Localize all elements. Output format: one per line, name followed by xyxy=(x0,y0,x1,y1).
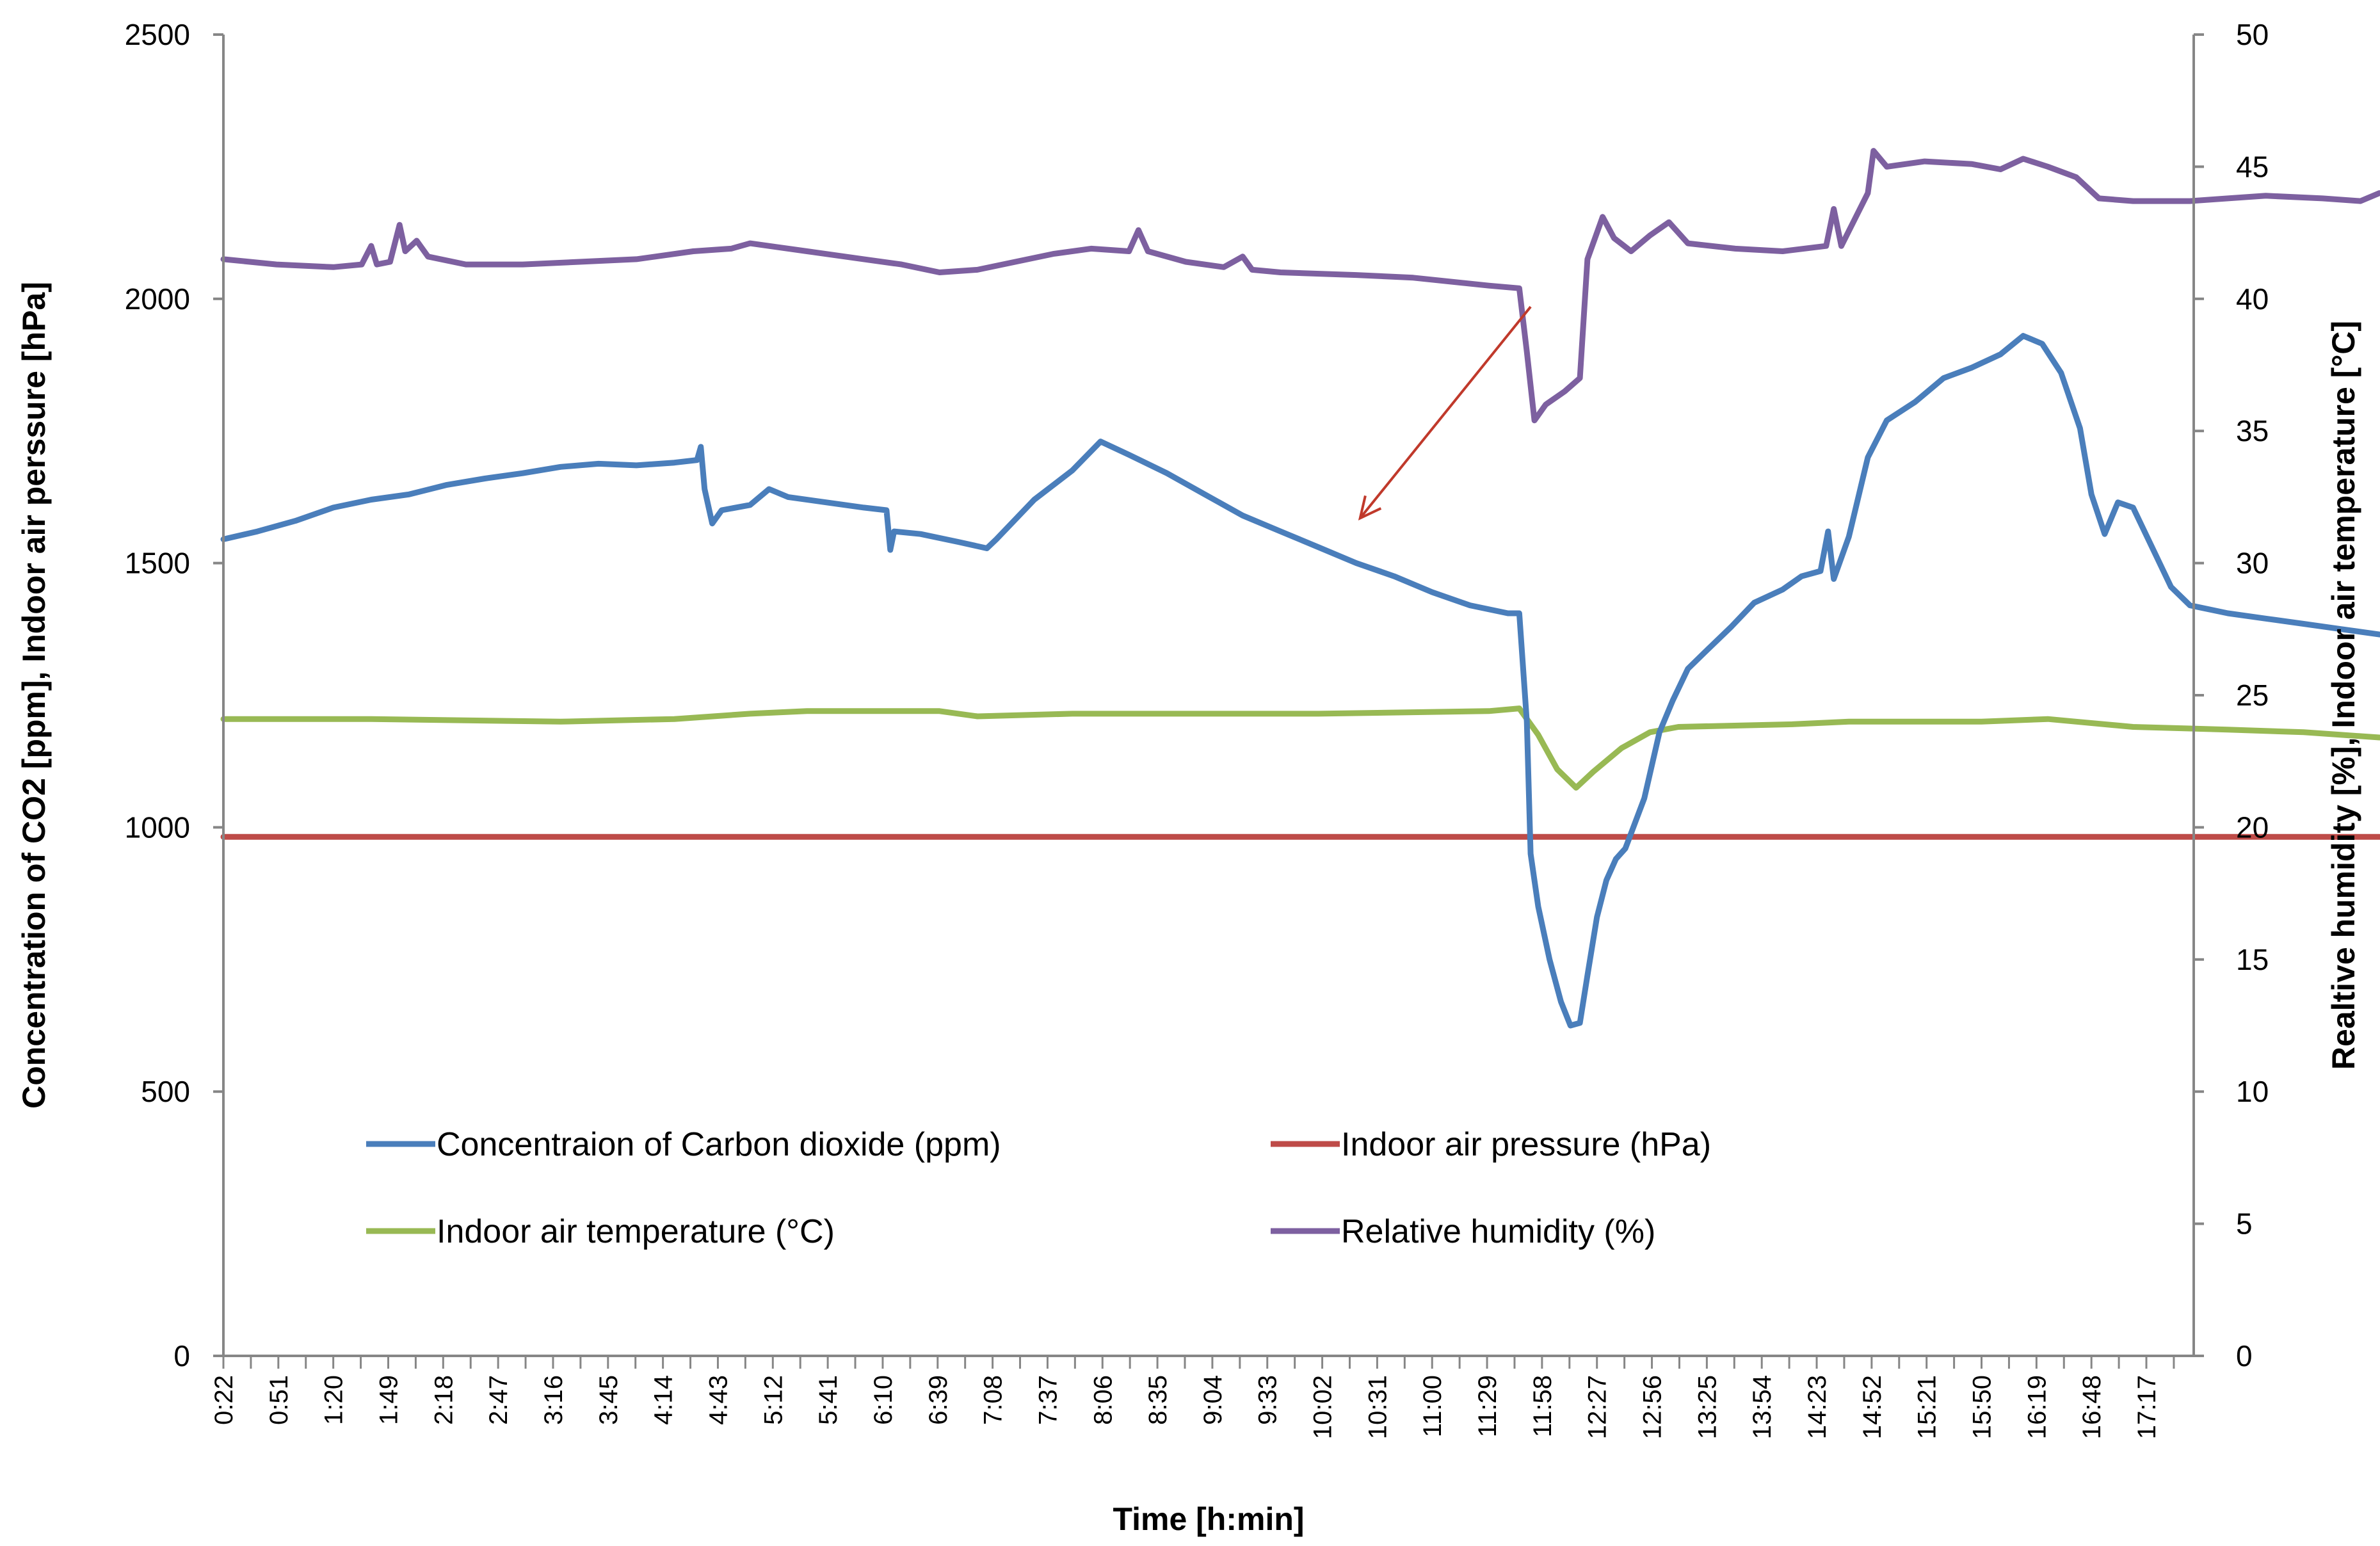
x-tick-label: 3:45 xyxy=(595,1375,623,1425)
right-y-axis-title: Realtive humidity [%], Indoor air temper… xyxy=(2326,321,2361,1070)
right-y-tick-label: 50 xyxy=(2236,18,2269,51)
x-tick-label: 5:41 xyxy=(814,1375,842,1425)
left-y-tick-label: 500 xyxy=(141,1075,190,1108)
left-y-tick-label: 1500 xyxy=(125,547,190,580)
x-axis-title: Time [h:min] xyxy=(1113,1501,1304,1537)
x-ticks: 0:22 0:51 1:20 1:49 2:18 2:47 3:16 3:45 4:14 4:43… xyxy=(210,1356,2175,1439)
x-tick-label: 12:27 xyxy=(1584,1375,1612,1439)
x-tick-label: 11:00 xyxy=(1419,1375,1447,1437)
x-tick-label: 8:35 xyxy=(1144,1375,1172,1425)
x-tick-label: 11:29 xyxy=(1474,1375,1502,1437)
x-tick-label: 0:22 xyxy=(210,1375,238,1425)
right-y-tick-label: 40 xyxy=(2236,282,2269,316)
x-tick-label: 15:50 xyxy=(1968,1375,1997,1439)
x-tick-label: 16:19 xyxy=(2023,1375,2051,1439)
x-tick-label: 4:43 xyxy=(704,1375,732,1425)
right-y-tick-label: 35 xyxy=(2236,414,2269,447)
right-y-tick-label: 30 xyxy=(2236,547,2269,580)
right-y-tick-label: 45 xyxy=(2236,150,2269,183)
legend: Concentraion of Carbon dioxide (ppm) Ind… xyxy=(366,1126,1711,1250)
temperature-series-line xyxy=(220,705,2380,791)
x-tick-label: 10:02 xyxy=(1309,1375,1337,1439)
legend-label-temperature: Indoor air temperature (°C) xyxy=(437,1213,835,1250)
x-tick-label: 6:10 xyxy=(869,1375,897,1425)
right-y-tick-label: 0 xyxy=(2236,1339,2253,1373)
left-y-tick-label: 1000 xyxy=(125,810,190,844)
left-y-axis-title: Concentration of CO2 [ppm], Indoor air p… xyxy=(16,282,52,1109)
x-tick-label: 2:18 xyxy=(430,1375,458,1425)
right-y-tick-label: 25 xyxy=(2236,679,2269,712)
left-y-tick-label: 2500 xyxy=(125,18,190,51)
x-tick-label: 5:12 xyxy=(759,1375,787,1425)
x-tick-label: 15:21 xyxy=(1913,1375,1942,1439)
x-tick-label: 4:14 xyxy=(650,1375,678,1425)
right-y-ticks: 0 5 10 15 20 25 30 35 40 45 50 xyxy=(2194,18,2269,1373)
x-tick-label: 13:25 xyxy=(1693,1375,1721,1439)
right-y-tick-label: 20 xyxy=(2236,810,2269,844)
x-tick-label: 10:31 xyxy=(1363,1375,1392,1439)
right-y-tick-label: 5 xyxy=(2236,1207,2253,1241)
x-tick-label: 17:17 xyxy=(2133,1375,2161,1439)
series-layer xyxy=(220,148,2380,1029)
x-tick-label: 14:52 xyxy=(1858,1375,1886,1439)
humidity-series-line xyxy=(220,148,2380,424)
right-y-tick-label: 10 xyxy=(2236,1075,2269,1108)
annotation-layer xyxy=(1358,305,1532,521)
annotation-arrow-shaft xyxy=(1359,305,1532,519)
legend-label-humidity: Relative humidity (%) xyxy=(1341,1213,1655,1250)
x-tick-label: 9:04 xyxy=(1199,1375,1227,1425)
x-tick-label: 0:51 xyxy=(265,1375,293,1425)
x-tick-label: 13:54 xyxy=(1748,1375,1776,1439)
x-tick-label: 6:39 xyxy=(924,1375,953,1425)
x-tick-label: 1:49 xyxy=(374,1375,403,1425)
x-tick-label: 12:56 xyxy=(1639,1375,1667,1439)
x-tick-label: 2:47 xyxy=(485,1375,513,1425)
x-tick-label: 1:20 xyxy=(320,1375,348,1425)
legend-label-pressure: Indoor air pressure (hPa) xyxy=(1341,1126,1711,1163)
right-y-tick-label: 15 xyxy=(2236,943,2269,976)
x-tick-label: 11:58 xyxy=(1529,1375,1557,1437)
annotation-arrow-head xyxy=(1358,495,1382,521)
x-tick-label: 8:06 xyxy=(1089,1375,1117,1425)
x-tick-label: 9:33 xyxy=(1254,1375,1282,1425)
x-tick-label: 14:23 xyxy=(1803,1375,1831,1439)
left-y-tick-label: 0 xyxy=(173,1339,190,1373)
x-tick-label: 7:08 xyxy=(979,1375,1008,1425)
x-tick-label: 16:48 xyxy=(2078,1375,2106,1439)
left-y-tick-label: 2000 xyxy=(125,282,190,316)
x-tick-label: 7:37 xyxy=(1034,1375,1062,1425)
left-y-ticks: 0 500 1000 1500 2000 2500 xyxy=(125,18,223,1373)
x-tick-label: 3:16 xyxy=(540,1375,568,1425)
co2-series-line xyxy=(220,333,2380,1029)
legend-label-co2: Concentraion of Carbon dioxide (ppm) xyxy=(437,1126,1001,1163)
